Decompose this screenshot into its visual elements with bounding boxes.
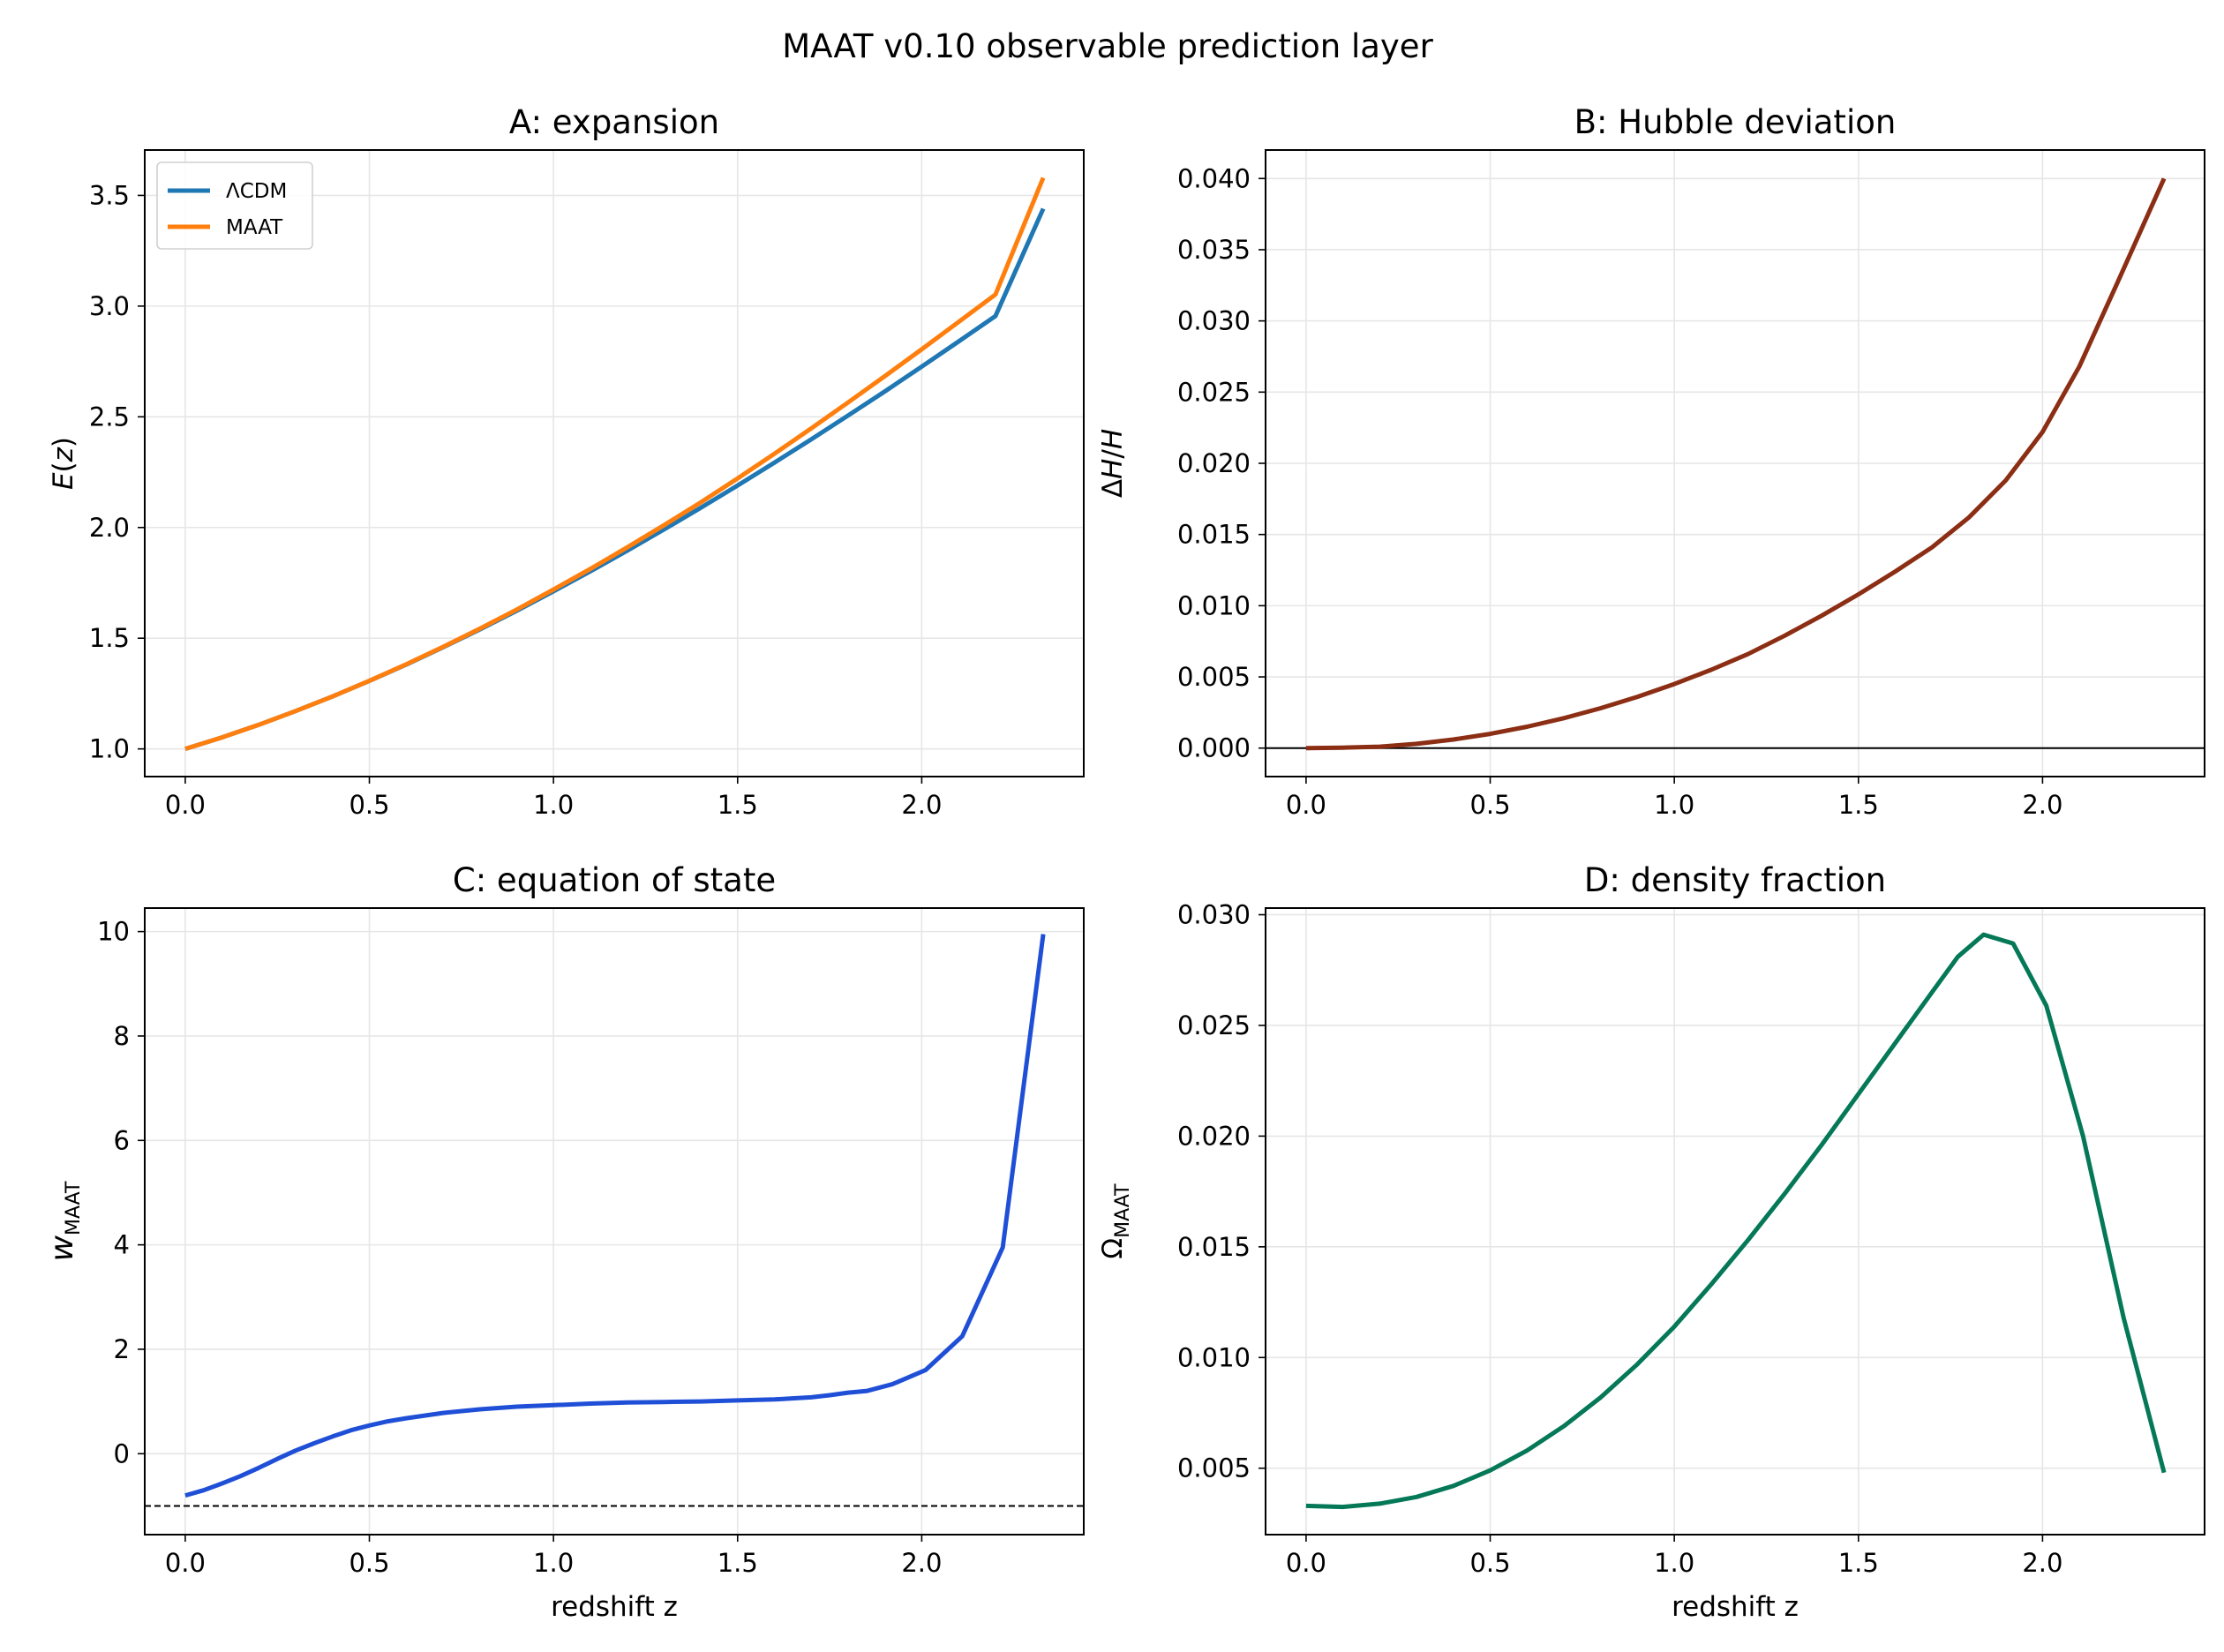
panel-b-ytick-label: 0.015 [1177,520,1251,550]
panel-d-xtick-label: 1.5 [1838,1548,1879,1578]
panel-b-hubble-deviation: B: Hubble deviation 0.0 0.5 1.0 1.5 2.0 0.000… [1097,103,2205,820]
panel-d-xtick-label: 1.0 [1654,1548,1694,1578]
panel-a-ylabel: E(z) [48,437,79,490]
panel-d-ytick-label: 0.025 [1177,1010,1251,1040]
panel-d-ytick-label: 0.030 [1177,900,1251,930]
panel-a-ytick-label: 3.0 [89,291,130,321]
panel-c-ytick-label: 0 [114,1438,130,1468]
panel-b-xtick-label: 0.5 [1469,790,1510,820]
panel-d-ytick-label: 0.015 [1177,1232,1251,1262]
legend-label: ΛCDM [226,180,287,203]
legend-label: MAAT [226,216,283,239]
panel-c-xtick-label: 0.0 [165,1548,206,1578]
panel-c-xtick-label: 1.0 [533,1548,574,1578]
panel-a-xtick-label: 1.5 [718,790,758,820]
panel-a-ytick-label: 1.0 [89,734,130,764]
panel-d-ylabel: ΩMAAT [1097,1183,1134,1259]
panel-c-series-line-1 [184,934,1046,1498]
panel-c-xlabel: redshift z [551,1591,678,1623]
panel-b-series-line-1 [1305,177,2167,751]
panel-c-xtick-label: 1.5 [718,1548,758,1578]
panel-c-ytick-label: 10 [97,917,130,947]
panel-c-xtick-label: 2.0 [901,1548,942,1578]
panel-a-xtick-label: 2.0 [901,790,942,820]
figure-title: MAAT v0.10 observable prediction layer [782,27,1433,65]
panel-a-xtick-label: 0.0 [165,790,206,820]
panel-d-ytick-label: 0.010 [1177,1342,1251,1372]
panel-b-ytick-label: 0.005 [1177,662,1251,692]
panel-a-ytick-label: 2.0 [89,513,130,543]
panel-b-ytick-label: 0.025 [1177,377,1251,407]
panel-c-ytick-label: 4 [114,1230,130,1260]
panel-b-ylabel: ΔH/H [1097,429,1129,498]
panel-d-xtick-label: 2.0 [2022,1548,2062,1578]
panel-c-ytick-label: 2 [114,1334,130,1364]
panel-b-ytick-label: 0.010 [1177,590,1251,620]
panel-b-xtick-label: 1.0 [1654,790,1694,820]
panel-d-ytick-label: 0.005 [1177,1453,1251,1483]
panel-b-ytick-label: 0.035 [1177,235,1251,265]
panel-a-ytick-label: 2.5 [89,402,130,432]
panel-a-series-line-maat [184,176,1046,751]
panel-d-axes-frame [1265,907,2205,1536]
panel-b-ytick-label: 0.030 [1177,306,1251,336]
panel-d-series-line-1 [1305,932,2167,1510]
panel-c-ytick-label: 6 [114,1125,130,1155]
panel-b-xtick-label: 0.0 [1286,790,1326,820]
panel-b-xtick-label: 1.5 [1838,790,1879,820]
panel-d-ytick-label: 0.020 [1177,1121,1251,1151]
panel-a-ytick-label: 1.5 [89,623,130,653]
panel-d-xtick-label: 0.0 [1286,1548,1326,1578]
panel-c-xtick-label: 0.5 [349,1548,389,1578]
panel-a-expansion: A: expansion 0.0 0.5 1.0 1.5 2.0 1.0 1.5 2.0 2.5… [48,103,1085,820]
panel-d-density-fraction: D: density fraction redshift z 0.0 0.5 1.0… [1097,861,2205,1623]
panel-b-ytick-label: 0.040 [1177,163,1251,193]
panel-a-xtick-label: 1.0 [533,790,574,820]
panel-a-title: A: expansion [509,103,719,141]
panel-b-ytick-label: 0.000 [1177,733,1251,763]
panel-c-axes-frame [144,907,1085,1536]
panel-a-axes-frame [144,149,1085,777]
panel-b-title: B: Hubble deviation [1574,103,1897,141]
panel-d-xtick-label: 0.5 [1469,1548,1510,1578]
panel-d-title: D: density fraction [1584,861,1886,899]
panel-c-ytick-label: 8 [114,1021,130,1051]
panel-c-equation-of-state: C: equation of state redshift z 0.0 0.5 1.… [44,861,1085,1623]
panel-c-title: C: equation of state [453,861,776,899]
panel-a-ytick-label: 3.5 [89,180,130,210]
panel-d-xlabel: redshift z [1672,1591,1799,1623]
panel-b-ytick-label: 0.020 [1177,448,1251,478]
panel-a-legend: ΛCDM MAAT [156,161,313,250]
panel-a-xtick-label: 0.5 [349,790,389,820]
panel-c-ylabel: wMAAT [44,1181,85,1261]
panel-b-xtick-label: 2.0 [2022,790,2062,820]
